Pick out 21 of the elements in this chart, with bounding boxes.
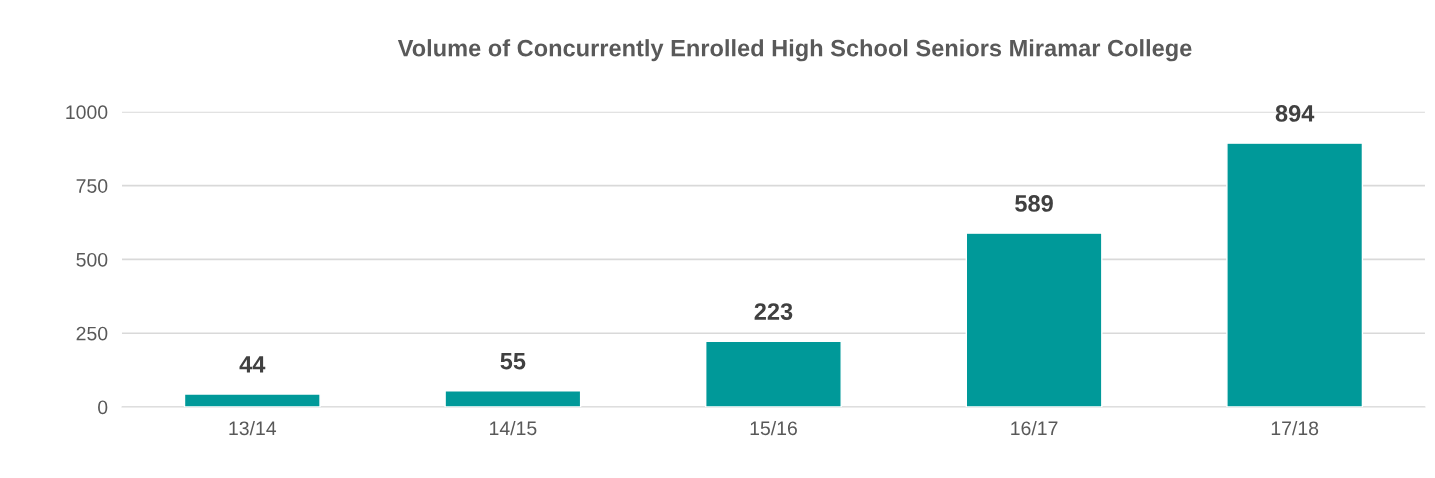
y-tick-label: 1000 <box>66 105 108 120</box>
bar <box>183 393 321 408</box>
data-label: 44 <box>239 356 266 373</box>
bar <box>965 232 1103 408</box>
y-tick-label: 500 <box>76 252 108 267</box>
chart-title: Volume of Concurrently Enrolled High School Seniors Miramar College <box>397 39 1192 62</box>
y-tick-label: 750 <box>76 179 108 193</box>
data-label: 589 <box>1015 195 1053 212</box>
x-tick-label: 13/14 <box>229 420 277 436</box>
data-label: 223 <box>754 303 793 320</box>
x-tick-label: 14/15 <box>490 420 537 436</box>
y-tick-label: 250 <box>76 326 108 341</box>
bar <box>444 390 582 408</box>
data-label: 894 <box>1275 105 1315 122</box>
data-label: 55 <box>500 352 526 370</box>
x-tick-label: 15/16 <box>750 420 797 436</box>
bar <box>1226 142 1364 408</box>
y-tick-label: 0 <box>98 400 108 415</box>
x-tick-label: 17/18 <box>1271 420 1319 436</box>
x-tick-label: 16/17 <box>1011 420 1058 436</box>
bar <box>705 340 842 408</box>
